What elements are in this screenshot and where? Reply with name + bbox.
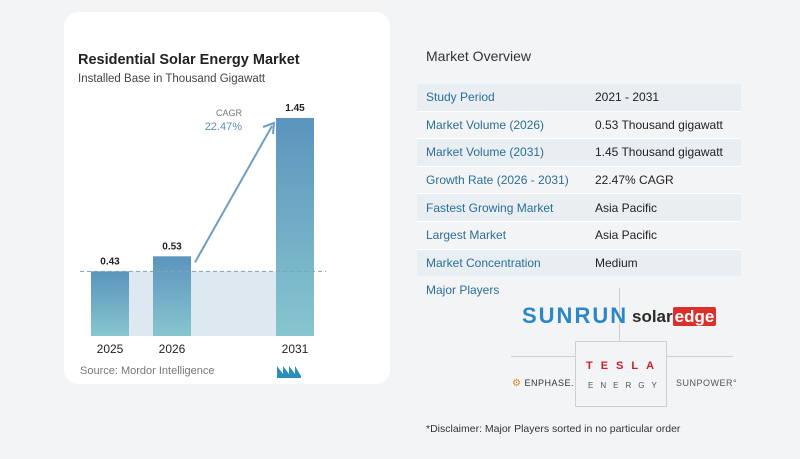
overview-row: Market Volume (2026) 0.53 Thousand gigawa… <box>417 110 741 139</box>
cagr-value: 22.47% <box>205 121 243 133</box>
overview-row: Largest Market Asia Pacific <box>417 220 741 249</box>
overview-row-value: 0.53 Thousand gigawatt <box>595 117 723 132</box>
sunrun-logo: SUNRUN <box>522 303 629 328</box>
disclaimer: *Disclaimer: Major Players sorted in no … <box>426 423 681 435</box>
overview-row: Study Period 2021 - 2031 <box>417 84 741 111</box>
cagr-arrow <box>194 125 273 263</box>
bar <box>91 271 129 336</box>
mordor-logo-icon <box>277 366 301 378</box>
overview-row-value: Medium <box>595 255 638 270</box>
overview-title: Market Overview <box>426 48 532 64</box>
overview-row-label: Market Concentration <box>426 255 541 270</box>
overview-row-label: Growth Rate (2026 - 2031) <box>426 173 569 188</box>
tick-label: 2025 <box>97 342 124 356</box>
solaredge-edge: edge <box>672 307 717 326</box>
tesla-logo-bottom: ENERGY <box>588 381 664 390</box>
tesla-logo-top: TESLA <box>586 360 663 372</box>
chart-title: Residential Solar Energy Market <box>78 52 300 68</box>
cagr-arrowhead <box>262 121 276 135</box>
data-label: 0.53 <box>162 241 182 252</box>
overview-row-value: 2021 - 2031 <box>595 90 660 105</box>
enphase-icon: ⚙ <box>512 378 522 389</box>
tesla-box <box>575 341 667 407</box>
divider-vertical <box>619 288 620 344</box>
solaredge-solar: solar <box>632 307 673 326</box>
tick-label: 2031 <box>282 342 309 356</box>
overview-row: Market Volume (2031) 1.45 Thousand gigawa… <box>417 138 741 166</box>
source-note: Source: Mordor Intelligence <box>80 365 215 377</box>
data-label: 1.45 <box>285 103 305 114</box>
overview-row-value: 1.45 Thousand gigawatt <box>595 145 723 160</box>
chart-subtitle: Installed Base in Thousand Gigawatt <box>78 73 266 85</box>
overview-row-value: Asia Pacific <box>595 228 658 243</box>
enphase-logo: ⚙ ENPHASE. <box>512 378 574 389</box>
cagr-label: CAGR <box>216 108 243 118</box>
overview-row-value: Asia Pacific <box>595 200 658 215</box>
bar <box>153 256 191 336</box>
overview-row-label: Market Volume (2026) <box>426 117 545 132</box>
tick-label: 2026 <box>159 342 186 356</box>
enphase-text: ENPHASE. <box>524 378 574 388</box>
sunpower-logo: SUNPOWER° <box>676 378 738 388</box>
overview-row-label: Market Volume (2031) <box>426 145 545 160</box>
overview-row: Growth Rate (2026 - 2031) 22.47% CAGR <box>417 165 741 194</box>
players-title: Major Players <box>426 283 500 297</box>
overview-row-label: Study Period <box>426 90 495 105</box>
overview-row: Fastest Growing Market Asia Pacific <box>417 193 741 221</box>
bar <box>276 118 314 336</box>
solaredge-logo: solar edge <box>632 307 717 327</box>
data-label: 0.43 <box>100 256 120 267</box>
overview-row: Market Concentration Medium <box>417 248 741 277</box>
overview-row-label: Fastest Growing Market <box>426 200 554 215</box>
overview-row-label: Largest Market <box>426 228 507 243</box>
overview-row-value: 22.47% CAGR <box>595 173 674 188</box>
overview-table: Study Period 2021 - 2031 Market Volume (20… <box>417 84 741 277</box>
